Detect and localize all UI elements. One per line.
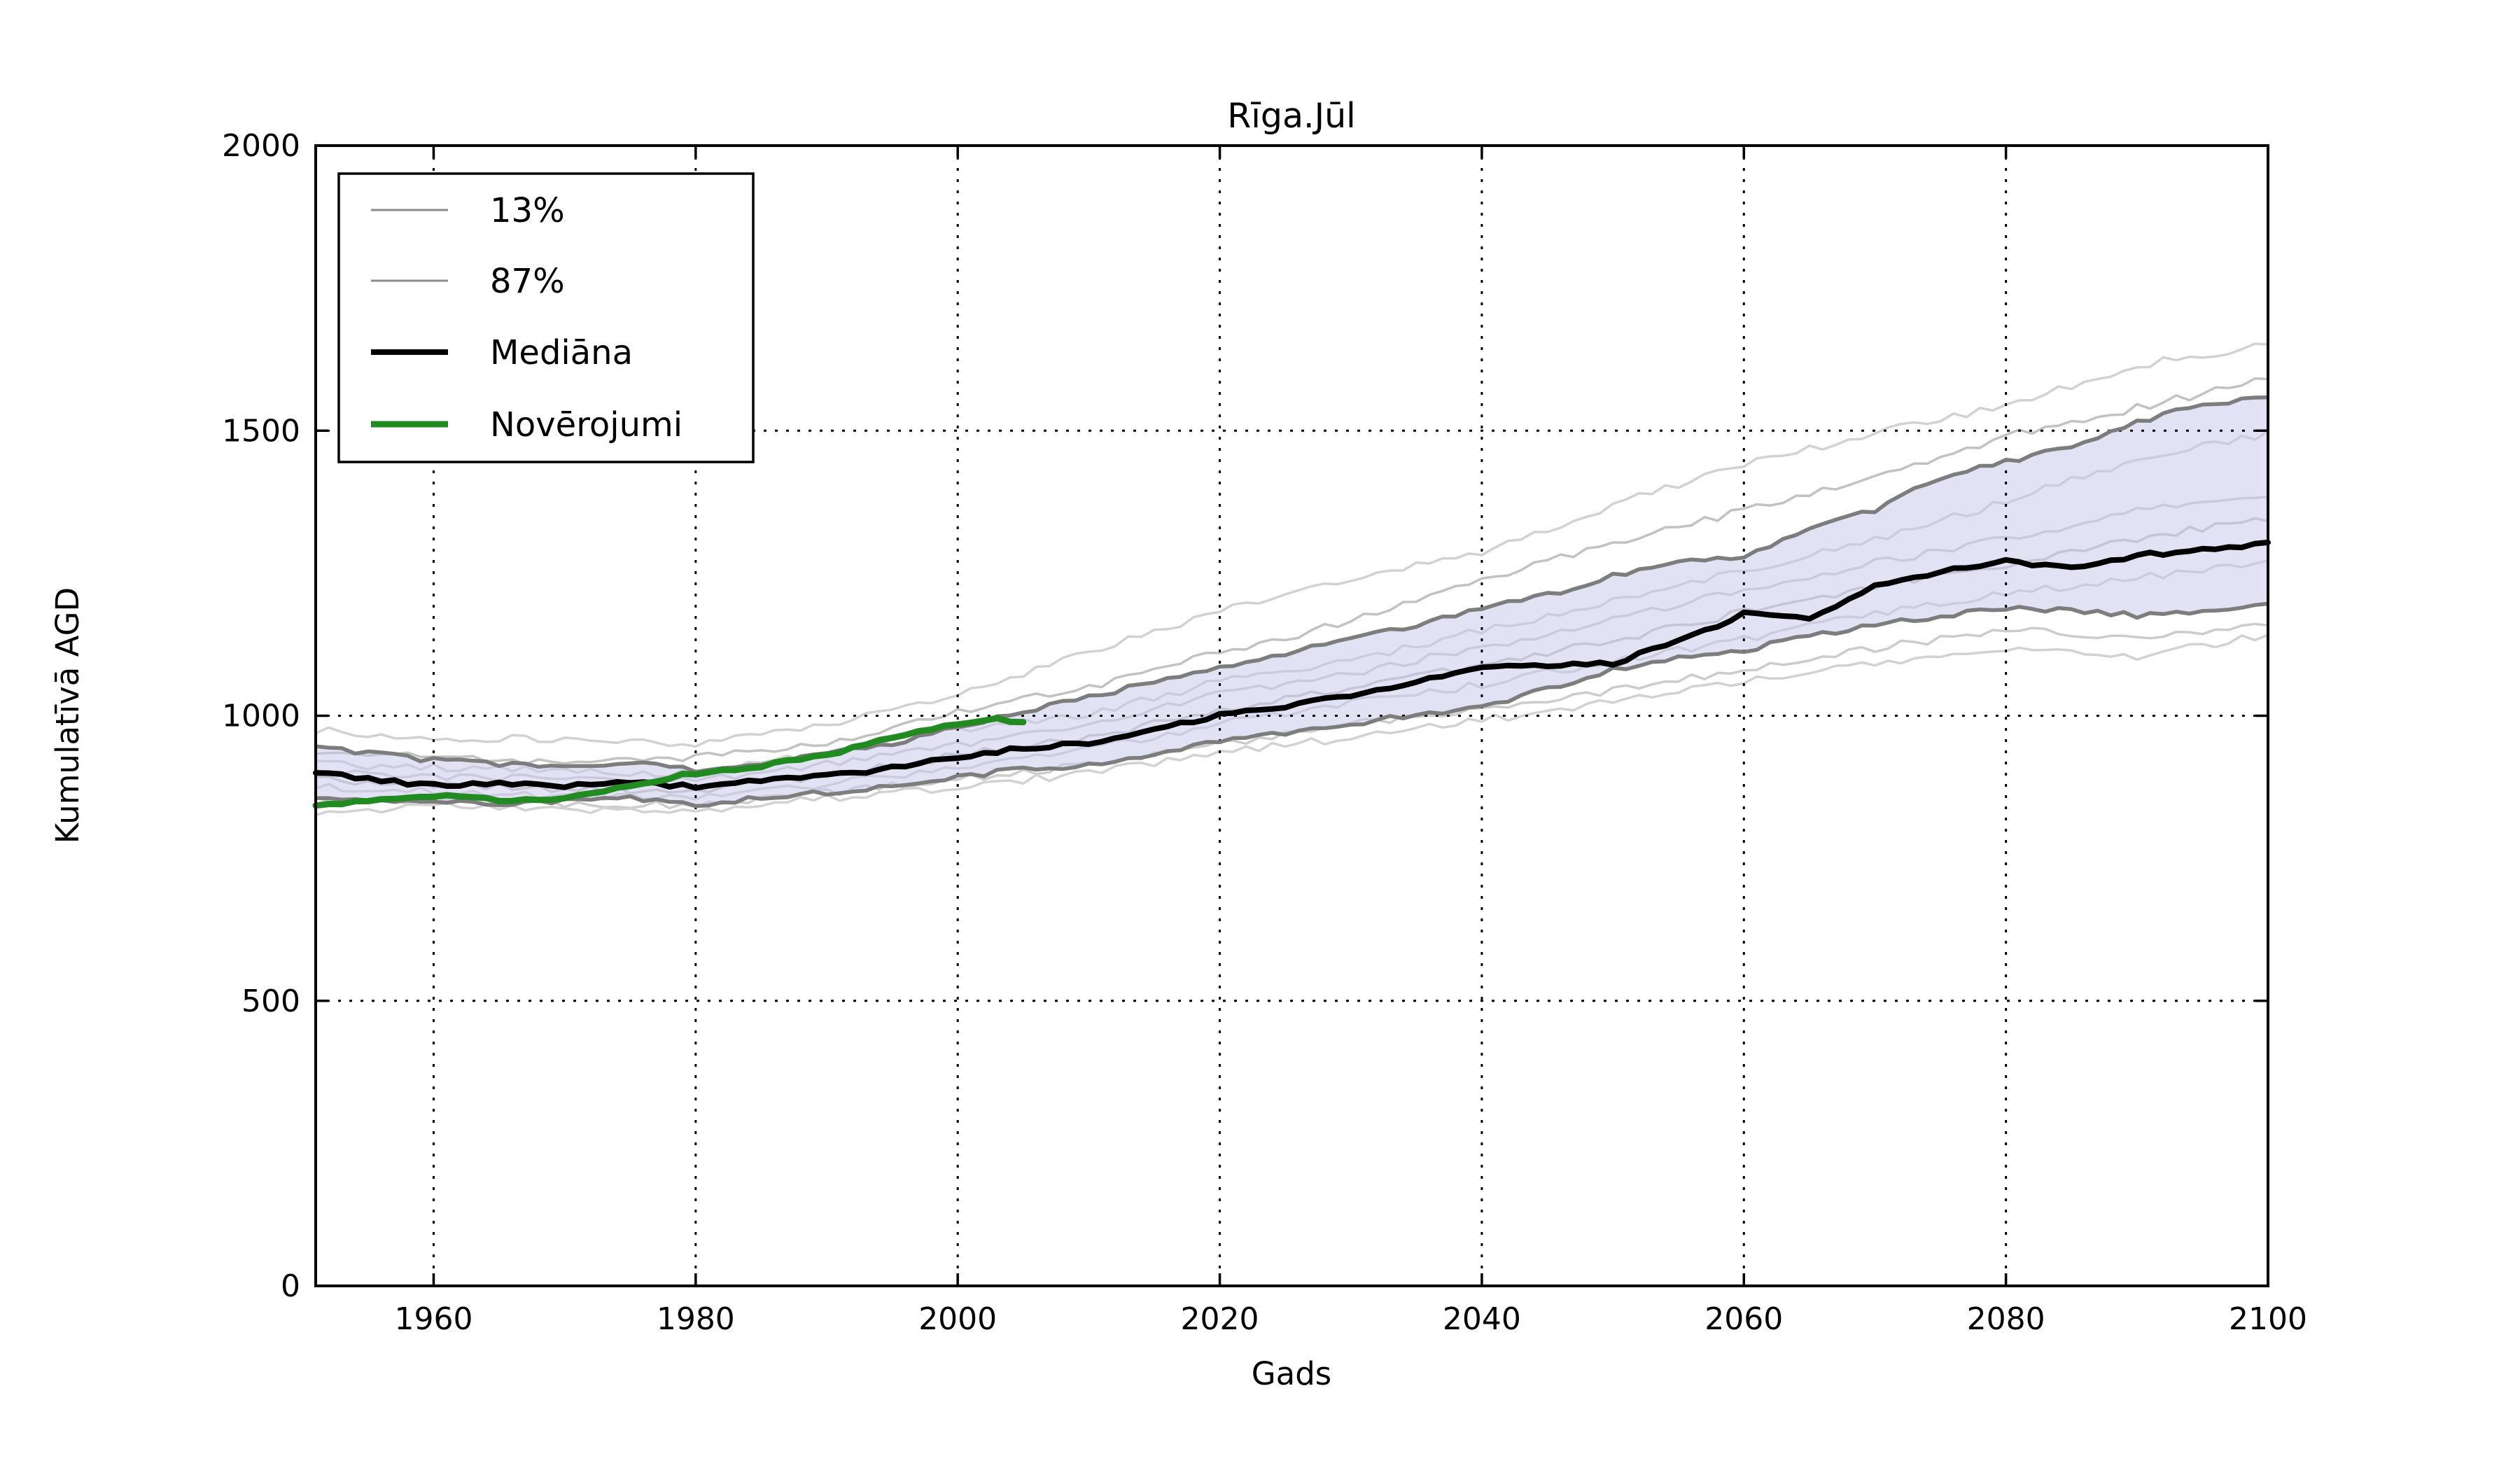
x-tick-label: 2040 — [1443, 1301, 1521, 1337]
y-tick-label: 1500 — [222, 413, 300, 449]
main-lines — [312, 539, 2271, 809]
x-tick-label: 1960 — [394, 1301, 472, 1337]
tick-labels: 1960 1980 2000 2020 2040 2060 2080 2100 0 500 1000… — [222, 128, 2307, 1337]
ensemble-line — [315, 377, 2269, 766]
legend-box — [337, 172, 755, 463]
legend-item-label: Novērojumi — [490, 405, 682, 444]
percentile-lines — [315, 395, 2269, 808]
x-tick-label: 2080 — [1967, 1301, 2045, 1337]
legend-item-p13: 13% — [371, 191, 565, 230]
ensemble-line — [315, 634, 2269, 816]
y-tick-label: 1000 — [222, 699, 300, 734]
legend-item-label: 13% — [490, 191, 565, 230]
legend-item-p87: 87% — [371, 262, 565, 301]
legend-item-observations: Novērojumi — [371, 405, 682, 444]
x-axis-label: Gads — [1252, 1355, 1331, 1392]
chart-title: Rīga.Jūl — [1227, 96, 1356, 136]
y-tick-label: 500 — [241, 983, 300, 1019]
y-tick-label: 2000 — [222, 128, 300, 164]
legend-item-label: Mediāna — [490, 333, 633, 372]
x-tick-label: 2020 — [1181, 1301, 1259, 1337]
legend: 13% 87% Mediāna Novērojumi — [337, 172, 755, 463]
percentile-line — [315, 395, 2269, 774]
observations-line — [312, 715, 1027, 809]
ensemble-line — [315, 342, 2269, 748]
percentile-line — [315, 601, 2269, 808]
legend-item-median: Mediāna — [371, 333, 633, 372]
y-axis-label: Kumulatīvā AGD — [49, 587, 86, 844]
x-tick-label: 2000 — [918, 1301, 997, 1337]
y-tick-label: 0 — [281, 1268, 300, 1304]
tick-marks — [316, 144, 2269, 1287]
legend-item-label: 87% — [490, 262, 565, 301]
x-tick-label: 1980 — [657, 1301, 735, 1337]
x-tick-label: 2100 — [2229, 1301, 2307, 1337]
x-tick-label: 2060 — [1704, 1301, 1783, 1337]
